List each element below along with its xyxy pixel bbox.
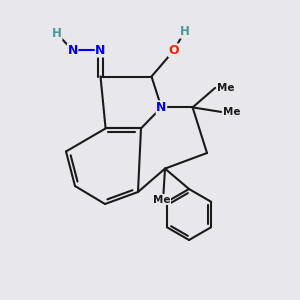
Text: O: O [169,44,179,57]
Text: N: N [156,101,167,114]
Text: Me: Me [217,83,234,93]
Text: Me: Me [223,107,240,117]
Text: N: N [68,44,78,57]
Text: N: N [95,44,106,57]
Text: H: H [52,27,62,40]
Text: Me: Me [153,195,171,205]
Text: H: H [180,25,189,38]
